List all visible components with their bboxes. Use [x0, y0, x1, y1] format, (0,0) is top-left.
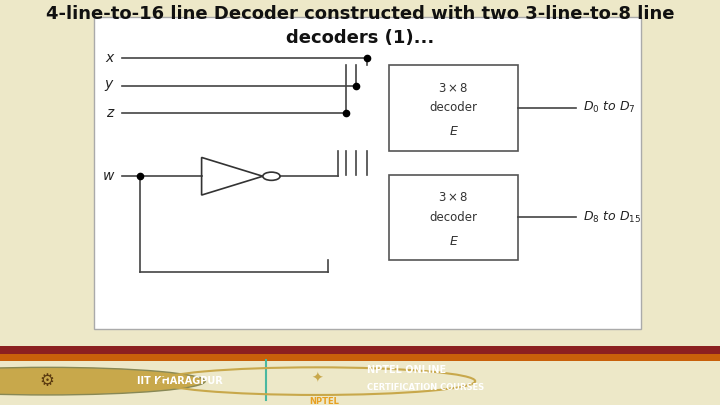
Text: NPTEL: NPTEL — [310, 397, 339, 405]
Text: CERTIFICATION COURSES: CERTIFICATION COURSES — [367, 383, 485, 392]
Text: $z$: $z$ — [106, 106, 115, 120]
Text: $D_8$ to $D_{15}$: $D_8$ to $D_{15}$ — [583, 210, 642, 225]
Text: $3 \times 8$: $3 \times 8$ — [438, 82, 469, 95]
Text: NPTEL ONLINE: NPTEL ONLINE — [367, 365, 446, 375]
Text: $y$: $y$ — [104, 78, 115, 93]
Text: $w$: $w$ — [102, 169, 115, 183]
Text: 4-line-to-16 line Decoder constructed with two 3-line-to-8 line: 4-line-to-16 line Decoder constructed wi… — [46, 5, 674, 23]
Text: $x$: $x$ — [104, 51, 115, 65]
Text: decoders (1)...: decoders (1)... — [286, 29, 434, 47]
Circle shape — [0, 367, 205, 395]
Text: decoder: decoder — [430, 211, 477, 224]
Bar — [0, 354, 720, 361]
Text: $3 \times 8$: $3 \times 8$ — [438, 191, 469, 204]
Bar — [389, 65, 518, 151]
Bar — [94, 17, 641, 328]
Bar — [389, 175, 518, 260]
Text: $E$: $E$ — [449, 235, 459, 248]
Bar — [0, 346, 720, 354]
Text: ✦: ✦ — [311, 372, 323, 386]
Text: IIT KHARAGPUR: IIT KHARAGPUR — [137, 376, 222, 386]
Text: $E$: $E$ — [449, 125, 459, 138]
Text: decoder: decoder — [430, 101, 477, 114]
Text: ⚙: ⚙ — [40, 372, 54, 390]
Text: $D_0$ to $D_7$: $D_0$ to $D_7$ — [583, 100, 636, 115]
